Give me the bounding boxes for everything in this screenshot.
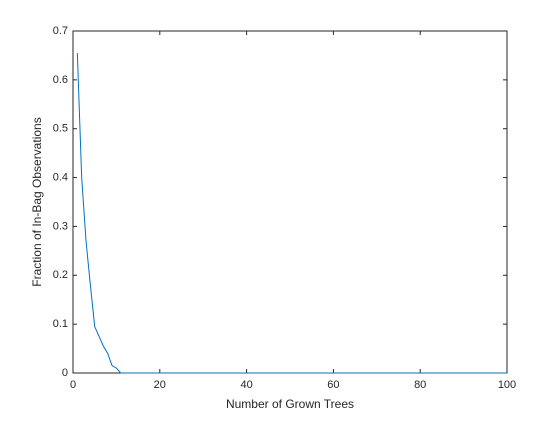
y-tick-label: 0.3 [53, 220, 68, 232]
y-axis-label: Fraction of In-Bag Observations [30, 117, 44, 286]
y-tick-label: 0.7 [53, 25, 68, 37]
y-tick-label: 0.2 [53, 269, 68, 281]
x-tick-label: 40 [240, 379, 252, 391]
x-tick-label: 80 [414, 379, 426, 391]
x-axis-label: Number of Grown Trees [226, 397, 354, 411]
data-line [76, 52, 507, 374]
y-tick-label: 0.5 [53, 123, 68, 135]
x-tick-label: 60 [327, 379, 339, 391]
y-tick-label: 0.6 [53, 74, 68, 86]
x-tick-label: 20 [154, 379, 166, 391]
x-tick-label: 0 [70, 379, 76, 391]
axes-box [72, 30, 508, 374]
y-tick-label: 0.4 [53, 171, 68, 183]
y-tick-label: 0 [62, 367, 68, 379]
y-tick-label: 0.1 [53, 318, 68, 330]
x-tick-label: 100 [498, 379, 516, 391]
